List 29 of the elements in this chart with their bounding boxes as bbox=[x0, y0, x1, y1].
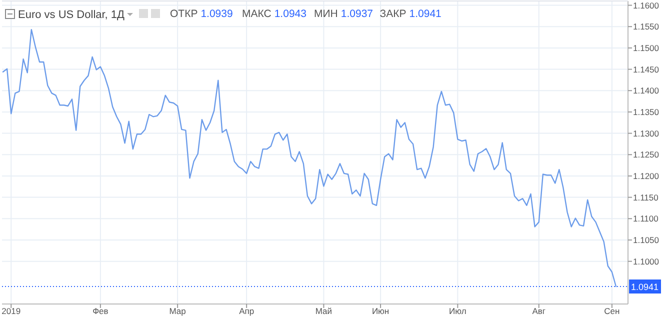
y-tick-label: 1.1050 bbox=[633, 234, 660, 245]
x-tick-label: Мар bbox=[169, 306, 186, 316]
line-series bbox=[2, 28, 617, 288]
y-tick-label: 1.1450 bbox=[633, 64, 660, 74]
y-tick-label: 1.1500 bbox=[633, 42, 660, 53]
annotation: МИН 1.0937 bbox=[314, 8, 374, 20]
annotation: МАКС 1.0943 bbox=[242, 8, 307, 20]
x-tick-label: Авг bbox=[532, 306, 546, 316]
y-tick-label: 1.1550 bbox=[633, 22, 660, 32]
y-tick-label: 1.1200 bbox=[633, 170, 660, 181]
x-tick-label: Май bbox=[315, 306, 332, 316]
x-tick-label: Апр bbox=[239, 306, 254, 316]
y-tick-label: 1.1150 bbox=[633, 192, 659, 202]
x-tick-label: Июн bbox=[372, 306, 390, 316]
y-tick-label: 1.1000 bbox=[633, 256, 660, 266]
y-tick-label: 1.1400 bbox=[633, 86, 660, 96]
x-tick-label: Фев bbox=[92, 306, 109, 316]
x-tick-label: 2019 bbox=[2, 306, 21, 316]
y-tick-label: 1.1350 bbox=[633, 106, 660, 117]
y-tick-label: 1.1600 bbox=[633, 0, 660, 10]
x-tick-label: Сен bbox=[604, 306, 620, 316]
y-tick-label: 1.1100 bbox=[633, 214, 659, 224]
text: Euro vs US Dollar, 1Д bbox=[18, 9, 126, 21]
y-tick-label: 1.1250 bbox=[633, 150, 660, 160]
annotation: ОТКР 1.0939 bbox=[170, 8, 233, 20]
y-tick-label: 1.1300 bbox=[633, 128, 660, 138]
x-tick-label: Июл bbox=[449, 306, 466, 316]
annotation: ЗАКР 1.0941 bbox=[380, 8, 442, 20]
ref-line-label: 1.0941 bbox=[631, 282, 659, 292]
